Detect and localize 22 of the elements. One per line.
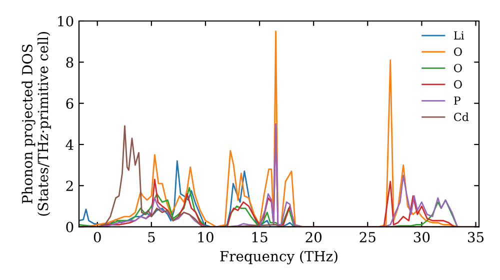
- legend-label: Li: [454, 31, 464, 40]
- legend-label: O: [454, 48, 462, 56]
- legend-label: O: [454, 80, 462, 89]
- x-tick-label: 20: [306, 232, 322, 242]
- legend-label: P: [454, 96, 460, 105]
- x-tick-label: 0: [94, 232, 101, 242]
- legend-label: Cd: [454, 112, 469, 122]
- x-tick-label: 30: [414, 232, 430, 242]
- legend-label: O: [454, 64, 462, 72]
- y-tick-label: 0: [66, 222, 74, 232]
- x-tick-label: 10: [198, 232, 214, 242]
- y-tick-label: 2: [66, 180, 73, 191]
- x-tick-label: 25: [360, 232, 376, 242]
- y-tick-label: 4: [66, 139, 74, 150]
- y-tick-label: 6: [66, 98, 74, 109]
- y-tick-label: 8: [66, 57, 74, 68]
- x-tick-label: 35: [468, 232, 484, 242]
- x-axis-title: Frequency (THz): [220, 250, 338, 264]
- x-tick-label: 15: [252, 232, 268, 242]
- y-axis-title: Phonon projected DOS (States/THz·primitive cell): [22, 32, 51, 216]
- y-tick-label: 10: [58, 16, 74, 26]
- x-tick-label: 5: [148, 232, 155, 242]
